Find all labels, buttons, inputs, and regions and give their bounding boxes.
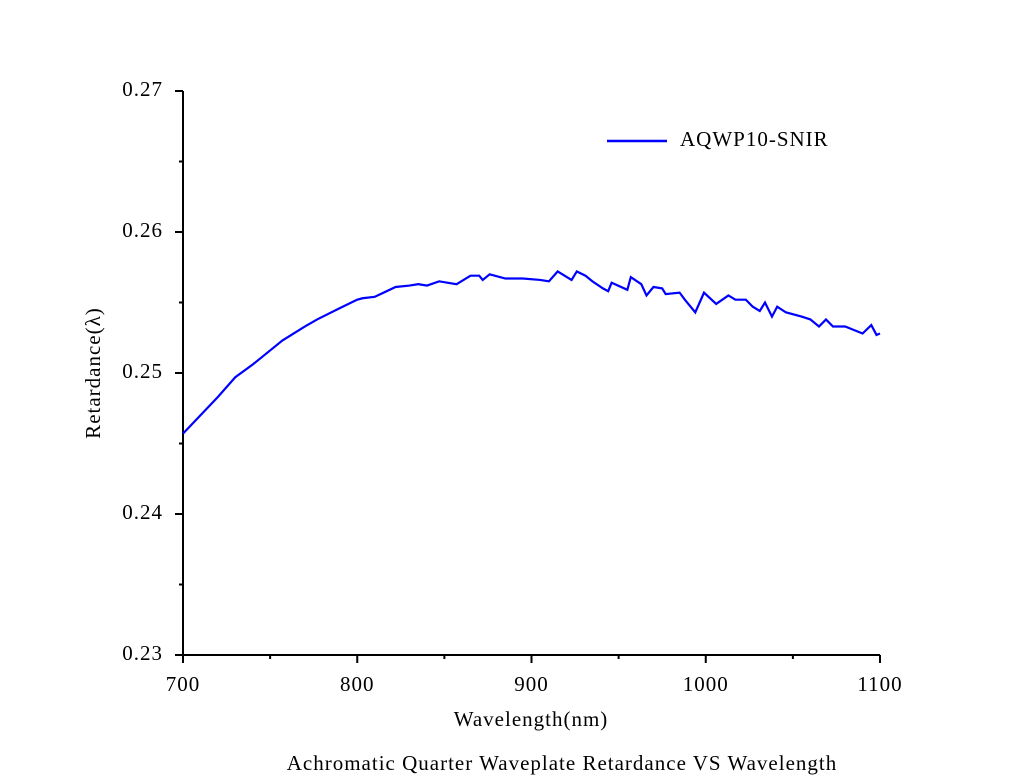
y-tick-label: 0.26 bbox=[122, 218, 163, 242]
y-tick-label: 0.23 bbox=[122, 641, 163, 665]
data-line bbox=[182, 270, 881, 435]
y-tick-label: 0.25 bbox=[122, 359, 163, 383]
x-tick-label: 700 bbox=[166, 672, 201, 696]
x-tick-label: 800 bbox=[340, 672, 375, 696]
x-tick-label: 1100 bbox=[857, 672, 902, 696]
y-axis-label: Retardance(λ) bbox=[81, 307, 105, 439]
x-tick-label: 900 bbox=[514, 672, 549, 696]
x-tick-label: 1000 bbox=[683, 672, 729, 696]
y-tick-label: 0.24 bbox=[122, 500, 163, 524]
legend-label: AQWP10-SNIR bbox=[680, 127, 829, 151]
y-tick-label: 0.27 bbox=[122, 77, 163, 101]
chart-title: Achromatic Quarter Waveplate Retardance … bbox=[287, 751, 838, 775]
x-axis-label: Wavelength(nm) bbox=[454, 707, 609, 731]
